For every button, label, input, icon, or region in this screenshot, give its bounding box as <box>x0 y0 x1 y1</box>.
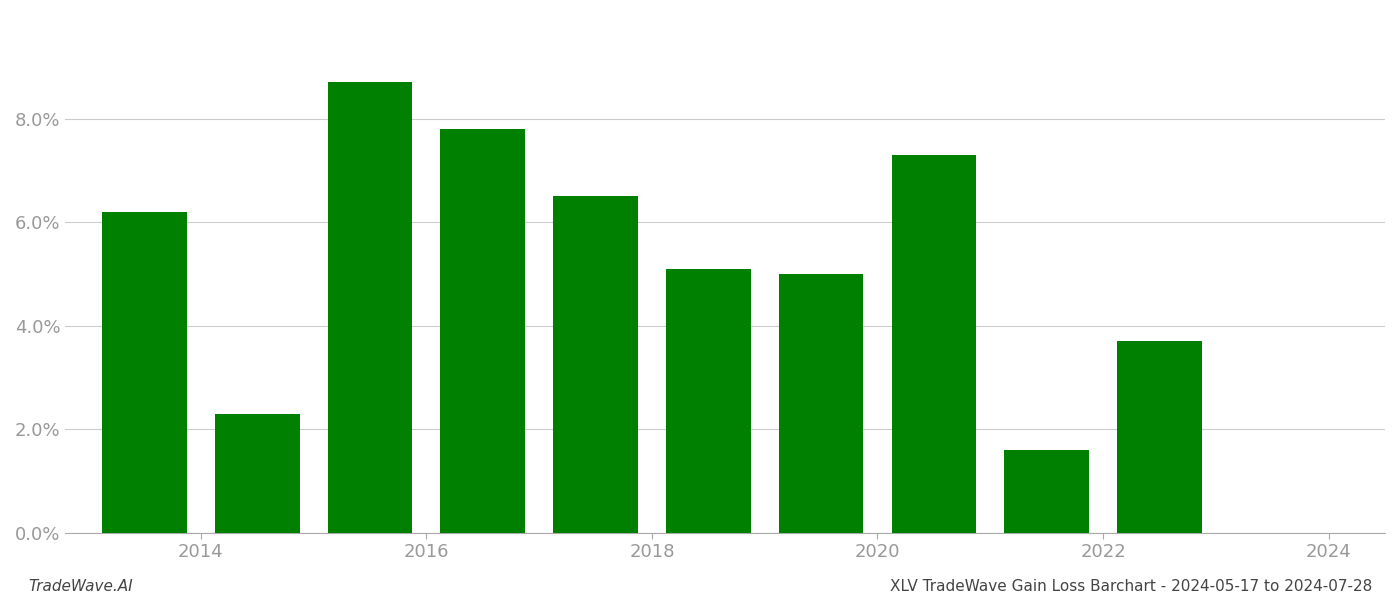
Bar <box>892 155 976 533</box>
Text: TradeWave.AI: TradeWave.AI <box>28 579 133 594</box>
Text: XLV TradeWave Gain Loss Barchart - 2024-05-17 to 2024-07-28: XLV TradeWave Gain Loss Barchart - 2024-… <box>890 579 1372 594</box>
Bar <box>1117 341 1201 533</box>
Bar <box>778 274 864 533</box>
Bar <box>328 82 412 533</box>
Bar <box>1004 450 1089 533</box>
Bar <box>553 196 638 533</box>
Bar <box>216 413 300 533</box>
Bar <box>666 269 750 533</box>
Bar <box>102 212 186 533</box>
Bar <box>441 129 525 533</box>
